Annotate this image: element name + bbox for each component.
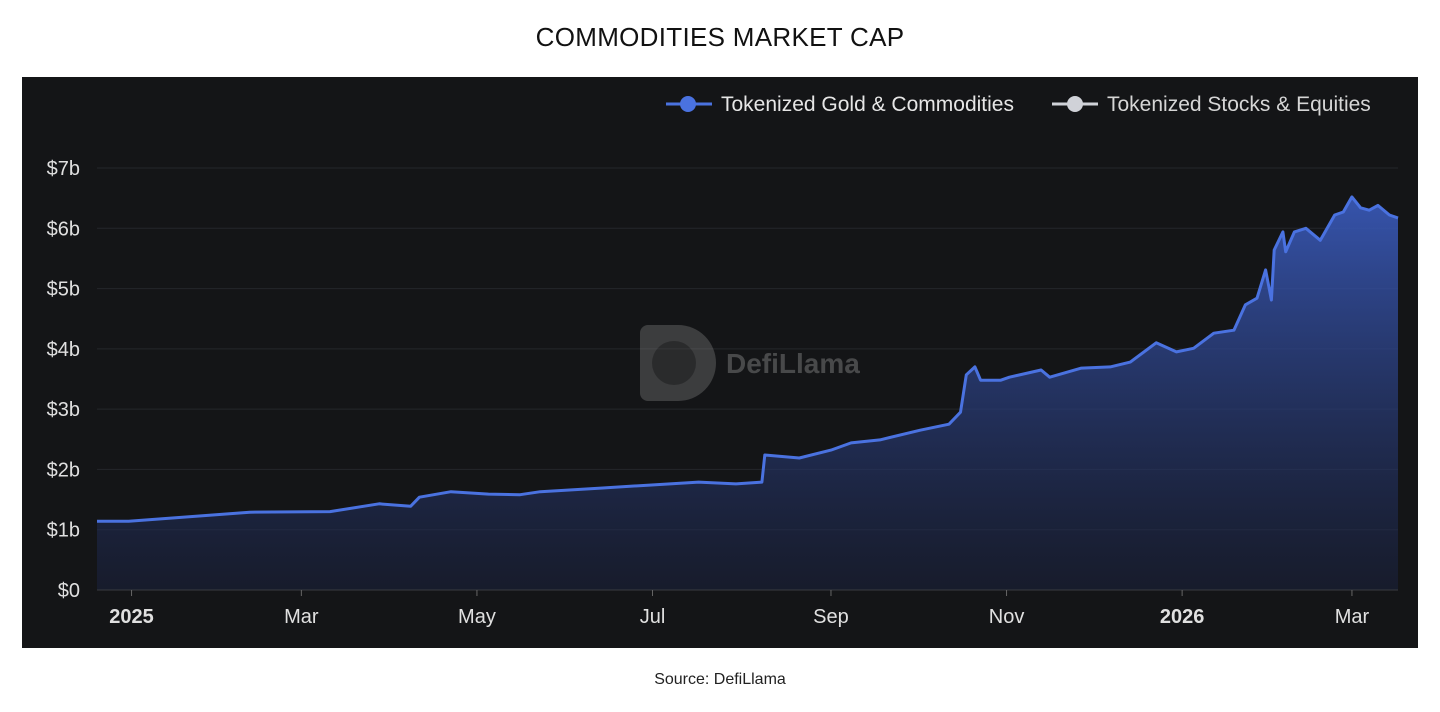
y-tick-label: $1b [47, 520, 80, 542]
legend-marker-icon [1067, 96, 1083, 112]
x-tick-label: May [458, 606, 496, 628]
y-tick-label: $0 [58, 580, 80, 602]
x-tick-label: Nov [989, 606, 1025, 628]
series-area-gold-commodities [97, 196, 1398, 590]
legend-label: Tokenized Stocks & Equities [1107, 93, 1371, 116]
x-tick-label: Mar [1335, 606, 1370, 628]
x-tick-label: Jul [640, 606, 666, 628]
x-tick-label: 2025 [109, 606, 154, 628]
x-tick-label: 2026 [1160, 606, 1205, 628]
y-tick-label: $4b [47, 339, 80, 361]
x-axis: 2025 Mar May Jul Sep Nov 2026 Mar [97, 589, 1398, 628]
defillama-watermark: DefiLlama [640, 325, 860, 401]
watermark-text: DefiLlama [726, 348, 860, 379]
y-tick-label: $2b [47, 459, 80, 481]
legend-item-gold-commodities[interactable]: Tokenized Gold & Commodities [666, 93, 1014, 116]
x-tick-label: Sep [813, 606, 849, 628]
series-line-gold-commodities [97, 195, 1399, 523]
y-axis: $0 $1b $2b $3b $4b $5b $6b $7b [47, 158, 80, 602]
legend-label: Tokenized Gold & Commodities [721, 93, 1014, 116]
legend-item-stocks-equities[interactable]: Tokenized Stocks & Equities [1052, 93, 1371, 116]
chart-title: COMMODITIES MARKET CAP [535, 22, 905, 52]
source-note: Source: DefiLlama [654, 671, 786, 688]
y-tick-label: $3b [47, 399, 80, 421]
chart-svg: DefiLlama $0 $1b $2b $3b $4b $5b $6b $7b 2025 Ma… [47, 93, 1399, 628]
y-tick-label: $5b [47, 279, 80, 301]
legend: Tokenized Gold & Commodities Tokenized S… [666, 93, 1371, 116]
chart-panel: DefiLlama $0 $1b $2b $3b $4b $5b $6b $7b 2025 Ma… [22, 77, 1418, 648]
y-tick-label: $7b [47, 158, 80, 180]
y-tick-label: $6b [47, 218, 80, 240]
x-tick-label: Mar [284, 606, 319, 628]
legend-marker-icon [680, 96, 696, 112]
gridlines [97, 167, 1398, 531]
